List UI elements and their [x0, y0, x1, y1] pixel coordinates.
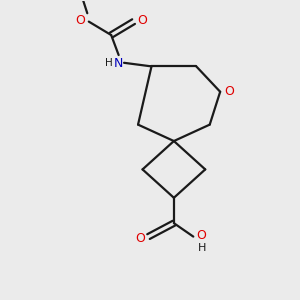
Text: O: O — [224, 85, 234, 98]
Text: H: H — [197, 243, 206, 253]
Text: O: O — [76, 14, 85, 27]
Text: O: O — [197, 229, 207, 242]
Text: N: N — [114, 57, 123, 70]
Text: O: O — [137, 14, 147, 27]
Text: O: O — [135, 232, 145, 244]
Text: H: H — [105, 58, 113, 68]
